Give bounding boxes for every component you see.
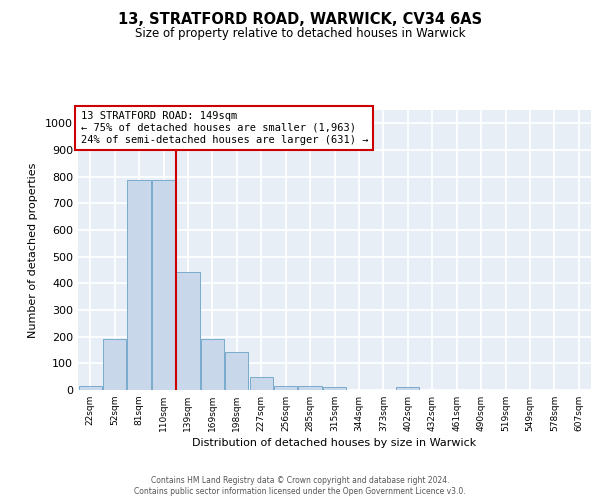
Text: Contains HM Land Registry data © Crown copyright and database right 2024.: Contains HM Land Registry data © Crown c… xyxy=(151,476,449,485)
Text: 13, STRATFORD ROAD, WARWICK, CV34 6AS: 13, STRATFORD ROAD, WARWICK, CV34 6AS xyxy=(118,12,482,28)
Text: 13 STRATFORD ROAD: 149sqm
← 75% of detached houses are smaller (1,963)
24% of se: 13 STRATFORD ROAD: 149sqm ← 75% of detac… xyxy=(80,112,368,144)
Bar xyxy=(201,338,224,390)
X-axis label: Distribution of detached houses by size in Warwick: Distribution of detached houses by size … xyxy=(193,438,476,448)
Bar xyxy=(176,272,200,390)
Text: Contains public sector information licensed under the Open Government Licence v3: Contains public sector information licen… xyxy=(134,488,466,496)
Bar xyxy=(323,388,346,390)
Bar xyxy=(225,352,248,390)
Bar xyxy=(298,386,322,390)
Bar xyxy=(79,386,102,390)
Bar xyxy=(103,338,126,390)
Text: Size of property relative to detached houses in Warwick: Size of property relative to detached ho… xyxy=(135,28,465,40)
Bar xyxy=(127,180,151,390)
Bar xyxy=(396,388,419,390)
Y-axis label: Number of detached properties: Number of detached properties xyxy=(28,162,38,338)
Bar xyxy=(152,180,175,390)
Bar xyxy=(274,386,297,390)
Bar xyxy=(250,376,273,390)
